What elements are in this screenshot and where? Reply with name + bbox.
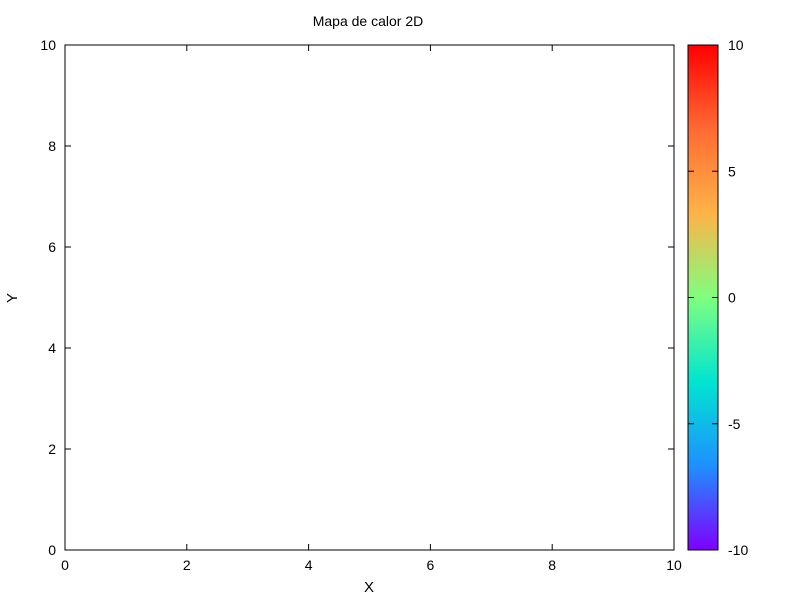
colorbar-tick-label: 0 (728, 290, 736, 306)
plot-area (64, 44, 675, 551)
y-axis: 0 2 4 6 8 10 (40, 37, 674, 558)
x-tick-label: 0 (61, 557, 69, 573)
x-tick-label: 2 (183, 557, 191, 573)
y-tick-label: 0 (48, 542, 56, 558)
y-tick-label: 8 (48, 138, 56, 154)
y-tick-label: 2 (48, 441, 56, 457)
x-tick-label: 10 (666, 557, 682, 573)
x-axis-label: X (364, 579, 374, 596)
y-axis-label: Y (4, 293, 21, 303)
colorbar-tick-label: -10 (728, 542, 748, 558)
y-tick-label: 4 (48, 340, 56, 356)
colorbar-tick-label: -5 (728, 416, 741, 432)
colorbar-tick-label: 10 (728, 37, 744, 53)
x-axis: 0 2 4 6 8 10 (61, 45, 682, 573)
colorbar-axis: -10 -5 0 5 10 (688, 37, 748, 558)
chart-title: Mapa de calor 2D (313, 13, 424, 29)
y-tick-label: 10 (40, 37, 56, 53)
x-tick-label: 4 (305, 557, 313, 573)
x-tick-label: 8 (548, 557, 556, 573)
colorbar-tick-label: 5 (728, 163, 736, 179)
y-tick-label: 6 (48, 239, 56, 255)
x-tick-label: 6 (427, 557, 435, 573)
